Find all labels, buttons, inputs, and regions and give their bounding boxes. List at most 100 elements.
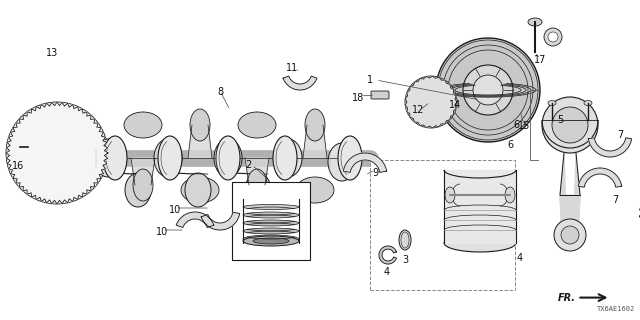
Polygon shape xyxy=(343,153,387,172)
Text: 10: 10 xyxy=(169,205,181,215)
Polygon shape xyxy=(574,153,580,235)
Ellipse shape xyxy=(296,177,334,203)
Polygon shape xyxy=(131,158,155,185)
Ellipse shape xyxy=(158,136,182,180)
Text: 7: 7 xyxy=(617,130,623,140)
Text: 13: 13 xyxy=(46,48,58,58)
Ellipse shape xyxy=(243,236,299,246)
Polygon shape xyxy=(176,173,208,174)
Text: 1: 1 xyxy=(367,75,373,85)
Text: 4: 4 xyxy=(517,253,523,263)
Polygon shape xyxy=(303,125,327,158)
Polygon shape xyxy=(188,125,212,158)
Circle shape xyxy=(24,138,29,143)
Text: 3: 3 xyxy=(402,255,408,265)
Ellipse shape xyxy=(445,187,455,203)
Text: 4: 4 xyxy=(384,267,390,277)
Circle shape xyxy=(561,226,579,244)
Ellipse shape xyxy=(247,169,267,201)
Text: 5: 5 xyxy=(557,115,563,125)
Polygon shape xyxy=(579,168,621,187)
Circle shape xyxy=(544,28,562,46)
Polygon shape xyxy=(236,173,268,174)
Polygon shape xyxy=(201,212,240,230)
Ellipse shape xyxy=(243,235,299,243)
Ellipse shape xyxy=(94,139,122,177)
Circle shape xyxy=(405,76,457,128)
Ellipse shape xyxy=(245,173,271,207)
Circle shape xyxy=(548,32,558,42)
Polygon shape xyxy=(176,212,214,228)
Ellipse shape xyxy=(159,138,181,178)
Text: 6: 6 xyxy=(507,140,513,150)
Ellipse shape xyxy=(17,143,22,151)
Circle shape xyxy=(85,163,90,169)
Circle shape xyxy=(29,125,85,181)
FancyBboxPatch shape xyxy=(371,91,389,99)
Ellipse shape xyxy=(243,220,299,226)
Circle shape xyxy=(42,181,47,187)
Text: 15: 15 xyxy=(518,121,530,131)
Ellipse shape xyxy=(185,173,211,207)
Ellipse shape xyxy=(217,138,239,178)
Circle shape xyxy=(67,181,72,187)
Ellipse shape xyxy=(238,112,276,138)
Ellipse shape xyxy=(124,112,162,138)
Ellipse shape xyxy=(305,109,325,141)
Ellipse shape xyxy=(548,100,556,106)
Polygon shape xyxy=(560,153,566,235)
Ellipse shape xyxy=(190,109,210,141)
Ellipse shape xyxy=(243,228,299,234)
Ellipse shape xyxy=(154,139,182,177)
Circle shape xyxy=(19,115,95,191)
Polygon shape xyxy=(283,76,317,90)
Circle shape xyxy=(85,138,90,143)
Polygon shape xyxy=(560,195,580,235)
Ellipse shape xyxy=(339,138,361,178)
Ellipse shape xyxy=(274,138,296,178)
Text: 6: 6 xyxy=(513,120,519,130)
Circle shape xyxy=(67,120,72,125)
Ellipse shape xyxy=(444,234,516,252)
Ellipse shape xyxy=(181,177,219,203)
Ellipse shape xyxy=(505,187,515,203)
Circle shape xyxy=(542,97,598,153)
Circle shape xyxy=(552,107,588,143)
Ellipse shape xyxy=(338,136,362,180)
Ellipse shape xyxy=(328,143,356,181)
Text: 18: 18 xyxy=(352,93,364,103)
Circle shape xyxy=(6,102,108,204)
Ellipse shape xyxy=(253,238,289,244)
Text: 2: 2 xyxy=(245,160,251,170)
Ellipse shape xyxy=(399,230,411,250)
Circle shape xyxy=(436,38,540,142)
Text: 7: 7 xyxy=(612,195,618,205)
Polygon shape xyxy=(245,158,269,185)
Bar xyxy=(232,182,310,260)
Circle shape xyxy=(13,108,101,197)
Polygon shape xyxy=(444,170,516,243)
Text: 14: 14 xyxy=(449,100,461,110)
Text: FR.: FR. xyxy=(557,292,575,303)
Text: 8: 8 xyxy=(217,87,223,97)
Ellipse shape xyxy=(243,212,299,218)
Polygon shape xyxy=(6,102,108,204)
Ellipse shape xyxy=(125,173,151,207)
Text: TX6AE1602: TX6AE1602 xyxy=(596,306,635,312)
Circle shape xyxy=(417,88,445,116)
Ellipse shape xyxy=(214,139,242,177)
Ellipse shape xyxy=(584,100,592,106)
Text: 11: 11 xyxy=(286,63,298,73)
Ellipse shape xyxy=(133,169,153,201)
Ellipse shape xyxy=(528,18,542,26)
Text: 10: 10 xyxy=(156,227,168,237)
Ellipse shape xyxy=(104,138,126,178)
Bar xyxy=(370,160,515,290)
Text: 17: 17 xyxy=(534,55,546,65)
Polygon shape xyxy=(405,76,457,128)
Polygon shape xyxy=(116,173,148,174)
Ellipse shape xyxy=(216,136,240,180)
Circle shape xyxy=(42,120,47,125)
Text: 12: 12 xyxy=(412,105,424,115)
Ellipse shape xyxy=(243,204,299,210)
